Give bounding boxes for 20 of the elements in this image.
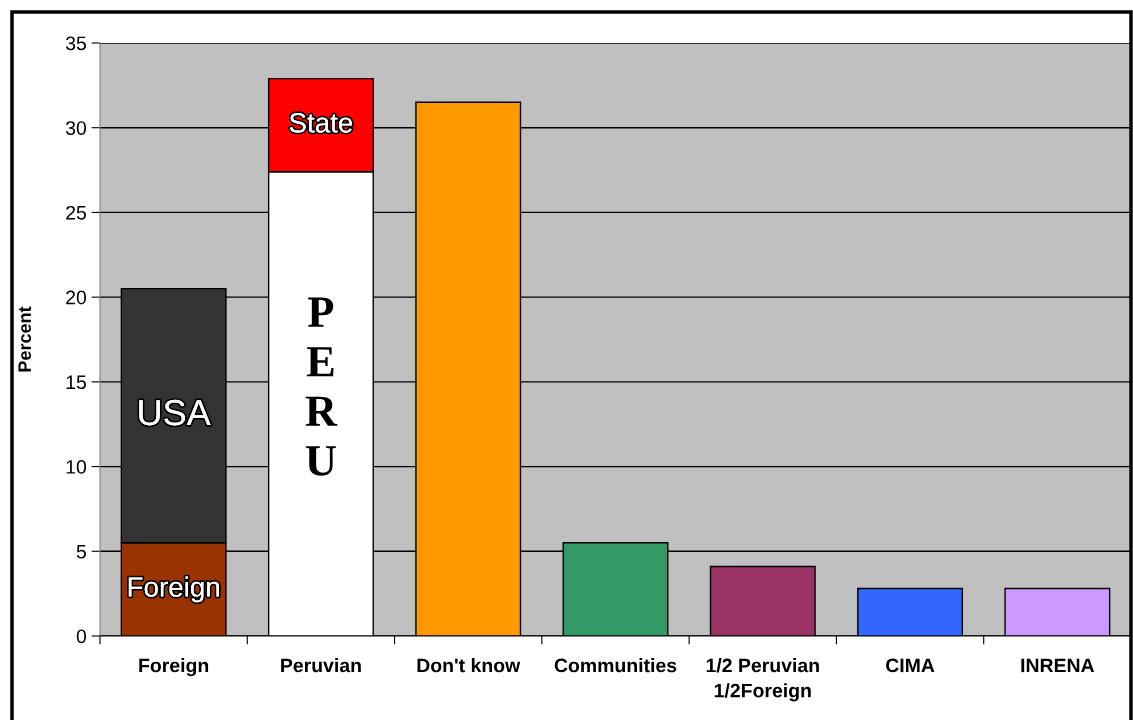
series-label: PERU bbox=[305, 297, 338, 476]
y-tick-label: 5 bbox=[76, 544, 86, 559]
series-label: Foreign bbox=[128, 576, 219, 603]
y-tick-label: 25 bbox=[66, 205, 86, 220]
x-tick-label: 1/2 Peruvian 1/2Foreign bbox=[706, 658, 819, 702]
x-tick-label: Foreign bbox=[139, 658, 209, 677]
x-tick-label: Peruvian bbox=[281, 658, 361, 673]
series-label: State bbox=[289, 112, 353, 133]
y-tick-label: 15 bbox=[66, 375, 86, 390]
y-axis-title: Percent bbox=[18, 306, 32, 372]
x-tick-label: Don't know bbox=[417, 658, 521, 673]
series-label: USA bbox=[139, 399, 211, 426]
y-tick-label: 0 bbox=[76, 629, 87, 644]
x-tick-label: CIMA bbox=[886, 658, 935, 673]
x-tick-label: INRENA bbox=[1021, 658, 1095, 673]
y-tick-label: 35 bbox=[65, 36, 86, 51]
y-tick-label: 30 bbox=[65, 121, 87, 135]
y-tick-label: 20 bbox=[66, 290, 87, 305]
y-tick-label: 10 bbox=[66, 460, 87, 474]
x-tick-label: Communities bbox=[554, 658, 677, 673]
